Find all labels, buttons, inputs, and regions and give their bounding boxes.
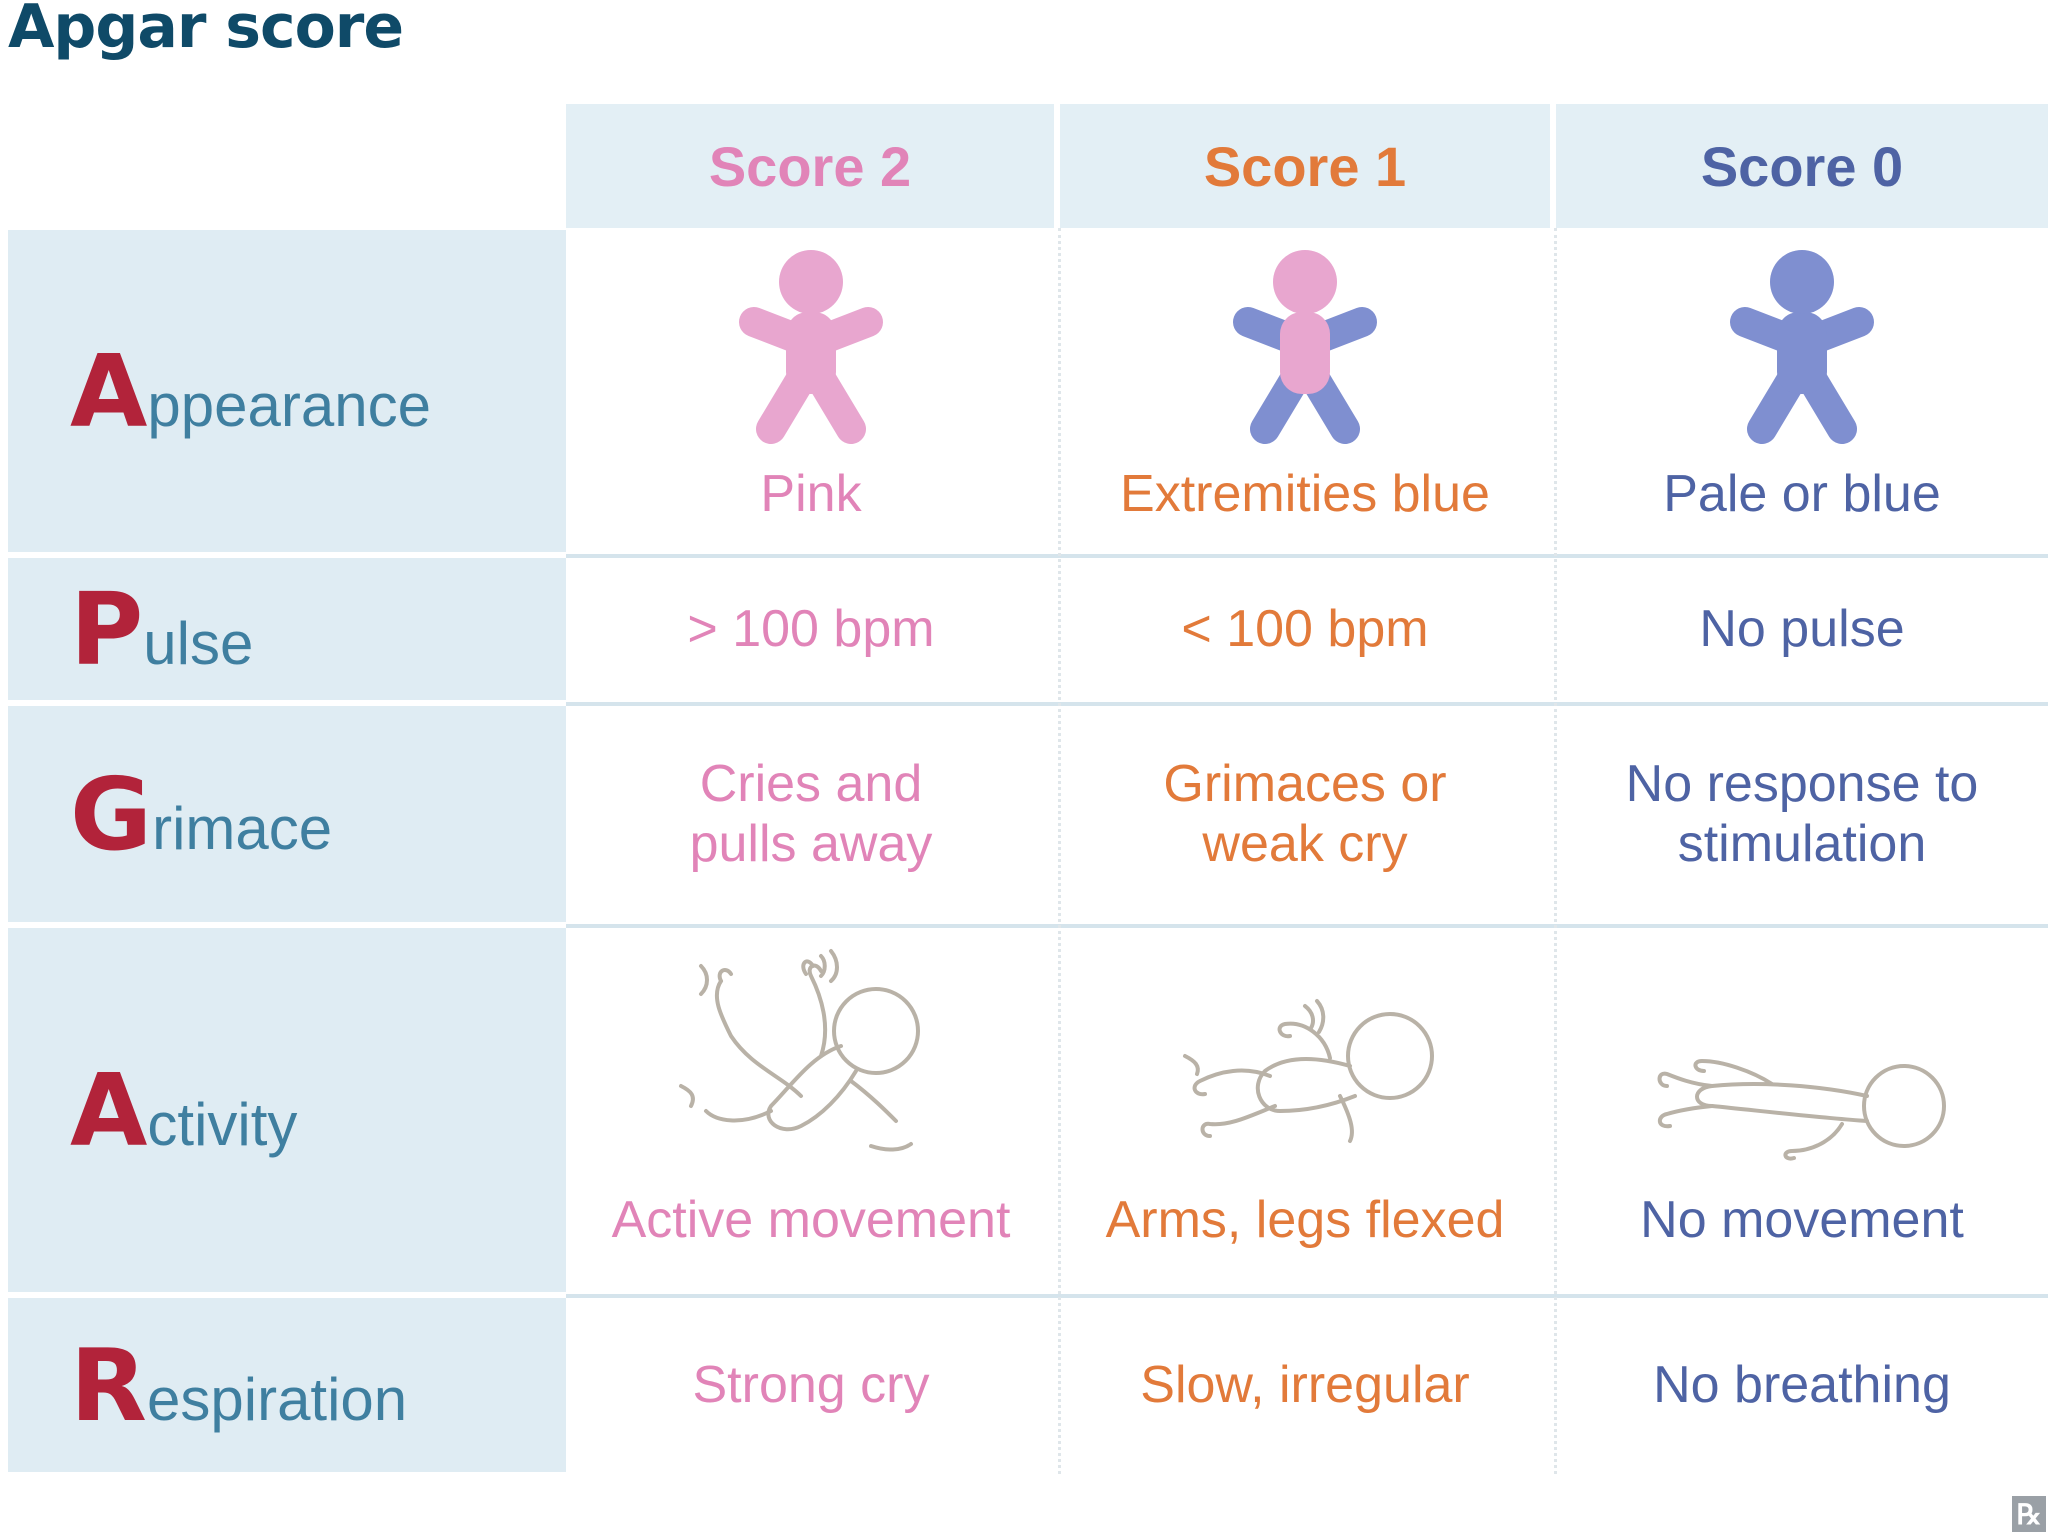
header-score-1: Score 1: [1060, 104, 1550, 228]
activity-score-0-text: No movement: [1640, 1191, 1964, 1249]
row-label-respiration: Respiration: [8, 1298, 566, 1472]
appearance-initial: A: [70, 332, 148, 450]
grimace-score-0: No response to stimulation: [1625, 755, 1979, 873]
respiration-rest: espiration: [147, 1365, 408, 1433]
header-score-0: Score 0: [1556, 104, 2048, 228]
appearance-score-2-text: Pink: [760, 465, 862, 523]
row-label-pulse: Pulse: [8, 558, 566, 700]
apgar-table: Score 2 Score 1 Score 0 Appearance Pulse…: [8, 104, 2048, 1474]
respiration-score-0: No breathing: [1653, 1356, 1951, 1414]
pulse-score-2: > 100 bpm: [687, 600, 935, 658]
row-divider: [566, 1294, 2048, 1298]
pulse-rest: ulse: [143, 609, 254, 677]
appearance-rest: ppearance: [147, 371, 431, 439]
activity-score-1: Arms, legs flexed: [1060, 928, 1550, 1292]
baby-blue-icon: [1730, 250, 1874, 444]
respiration-initial: R: [70, 1326, 148, 1444]
appearance-score-0-text: Pale or blue: [1663, 465, 1941, 523]
activity-score-2: Active movement: [566, 928, 1056, 1292]
activity-initial: A: [70, 1051, 148, 1169]
baby-flexed-icon: [1183, 999, 1434, 1143]
activity-score-2-text: Active movement: [611, 1191, 1011, 1249]
row-label-appearance: Appearance: [8, 230, 566, 552]
pulse-initial: P: [70, 570, 144, 688]
row-divider: [566, 702, 2048, 706]
rx-badge-icon: ℞: [2012, 1496, 2046, 1532]
appearance-score-2: Pink: [566, 230, 1056, 552]
baby-active-movement-icon: [679, 949, 920, 1152]
grimace-score-2: Cries and pulls away: [689, 755, 933, 873]
appearance-score-1: Extremities blue: [1060, 230, 1550, 552]
baby-extremities-blue-icon: [1233, 250, 1377, 444]
row-divider: [566, 554, 2048, 558]
appearance-score-1-text: Extremities blue: [1120, 465, 1490, 523]
activity-score-0: No movement: [1556, 928, 2048, 1292]
baby-pink-icon: [739, 250, 883, 444]
respiration-score-1: Slow, irregular: [1140, 1356, 1470, 1414]
appearance-score-0: Pale or blue: [1556, 230, 2048, 552]
grimace-score-1: Grimaces or weak cry: [1163, 755, 1447, 873]
respiration-score-2: Strong cry: [692, 1356, 930, 1414]
grimace-initial: G: [70, 755, 153, 873]
baby-no-movement-icon: [1657, 1059, 1946, 1161]
activity-rest: ctivity: [147, 1090, 298, 1158]
column-divider: [1554, 228, 1557, 1474]
row-label-grimace: Grimace: [8, 706, 566, 922]
pulse-score-1: < 100 bpm: [1181, 600, 1429, 658]
header-score-2: Score 2: [566, 104, 1054, 228]
page-title: Apgar score: [8, 0, 404, 62]
row-divider: [566, 924, 2048, 928]
activity-score-1-text: Arms, legs flexed: [1105, 1191, 1505, 1249]
pulse-score-0: No pulse: [1699, 600, 1905, 658]
row-label-activity: Activity: [8, 928, 566, 1292]
column-divider: [1058, 228, 1061, 1474]
grimace-rest: rimace: [152, 794, 333, 862]
